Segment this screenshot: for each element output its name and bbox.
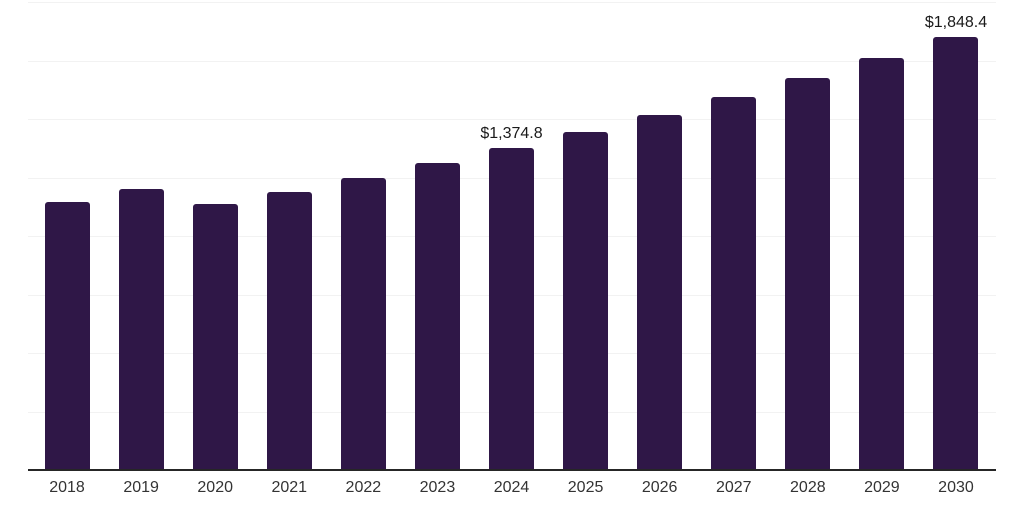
bar-slot-2028 [771,2,845,470]
bar-value-label-2024: $1,374.8 [480,125,543,143]
x-axis-line [28,469,996,471]
bar-2020 [192,204,238,470]
x-axis-label-2028: 2028 [790,479,826,496]
bar-2027 [711,96,757,470]
x-axis-label-2018: 2018 [49,479,85,496]
x-axis-label-2021: 2021 [271,479,308,496]
bar-slot-2018 [30,2,104,470]
bar-2022 [340,178,386,470]
x-axis-label-2027: 2027 [715,479,752,496]
gridline [28,2,996,3]
bar-slot-2025 [549,2,623,470]
bar-2028 [785,78,831,470]
bar-slot-2019 [104,2,178,470]
bar-2024 [489,148,534,470]
x-axis-label-2030: 2030 [938,479,974,496]
bar-slot-2027 [697,2,771,470]
bar-2025 [563,132,609,470]
x-axis-label-2025: 2025 [567,479,604,496]
x-axis-label-2020: 2020 [197,479,233,496]
x-axis-label-2023: 2023 [419,479,456,496]
gridline [28,119,996,120]
x-axis-label-2024: 2024 [493,479,530,496]
bar-slot-2022 [326,2,400,470]
bar-slot-2026 [623,2,697,470]
bar-2018 [44,201,90,470]
bar-slot-2030: $1,848.4 [919,2,993,470]
x-axis-label-2026: 2026 [641,479,678,496]
gridline [28,60,996,62]
bar-2019 [118,188,164,470]
bar-2029 [859,58,905,470]
bar-slot-2023 [400,2,474,470]
plot-area: $1,374.8 $1,848.4 [28,2,996,470]
bar-slot-2021 [252,2,326,470]
x-axis-labels: 2018 2019 2020 2021 2022 2023 2024 2025 2026 2027… [30,479,993,497]
x-axis-label-2019: 2019 [123,479,159,496]
bar-slot-2024: $1,374.8 [474,2,548,470]
bar-slot-2029 [845,2,919,470]
bar-2021 [266,191,312,470]
x-axis-label-2029: 2029 [864,479,900,496]
x-axis-label-2022: 2022 [345,479,382,496]
bar-2030 [933,37,979,470]
bars: $1,374.8 $1,848.4 [30,2,993,470]
bar-2026 [637,114,683,470]
bar-slot-2020 [178,2,252,470]
bar-2023 [414,163,460,470]
bar-value-label-2030: $1,848.4 [924,14,988,32]
